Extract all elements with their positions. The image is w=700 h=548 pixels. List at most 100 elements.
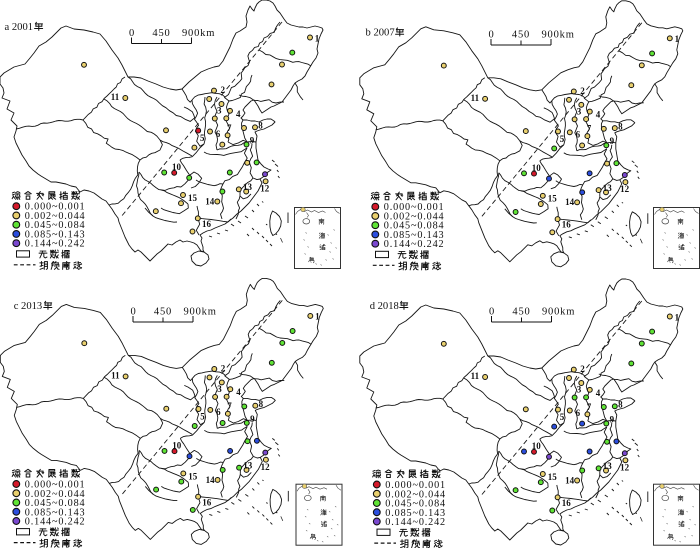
svg-text:450: 450	[154, 307, 172, 318]
svg-text:450: 450	[512, 30, 530, 41]
svg-text:15: 15	[548, 472, 558, 482]
svg-text:d 2018: d 2018	[370, 301, 399, 312]
svg-text:13: 13	[243, 460, 253, 470]
svg-text:8: 8	[618, 400, 623, 410]
svg-text:9: 9	[610, 414, 615, 424]
svg-text:0.000~0.001: 0.000~0.001	[385, 480, 446, 491]
svg-text:11: 11	[471, 371, 480, 381]
svg-text:5: 5	[200, 412, 205, 422]
svg-text:10: 10	[532, 441, 542, 451]
svg-text:0.144~0.242: 0.144~0.242	[25, 239, 86, 250]
svg-text:0.045~0.084: 0.045~0.084	[25, 220, 86, 231]
svg-text:900km: 900km	[184, 307, 217, 318]
svg-text:13: 13	[603, 183, 613, 193]
svg-text:12: 12	[620, 462, 630, 472]
svg-text:0.045~0.084: 0.045~0.084	[385, 499, 446, 510]
svg-text:0.085~0.143: 0.085~0.143	[384, 230, 445, 241]
svg-text:5: 5	[560, 134, 565, 144]
svg-text:15: 15	[188, 471, 198, 481]
svg-text:13: 13	[603, 461, 613, 471]
svg-text:2: 2	[221, 85, 226, 95]
svg-text:c 2013: c 2013	[14, 301, 43, 312]
svg-text:9: 9	[610, 136, 615, 146]
svg-text:0: 0	[129, 28, 134, 39]
svg-text:7: 7	[587, 402, 592, 412]
svg-text:0.085~0.143: 0.085~0.143	[385, 508, 446, 519]
svg-text:0.144~0.242: 0.144~0.242	[384, 239, 445, 250]
svg-text:16: 16	[562, 498, 572, 508]
svg-text:7: 7	[227, 123, 232, 133]
svg-text:3: 3	[217, 106, 222, 116]
svg-text:10: 10	[172, 162, 182, 172]
svg-text:4: 4	[236, 109, 241, 119]
svg-text:0: 0	[489, 30, 494, 41]
svg-text:1: 1	[315, 312, 320, 322]
svg-text:0: 0	[131, 307, 136, 318]
svg-text:10: 10	[532, 163, 542, 173]
svg-text:14: 14	[205, 196, 215, 206]
svg-text:6: 6	[216, 129, 221, 139]
svg-text:0.085~0.143: 0.085~0.143	[25, 507, 86, 518]
svg-text:16: 16	[562, 220, 572, 230]
svg-text:12: 12	[620, 184, 630, 194]
svg-text:15: 15	[188, 193, 198, 203]
svg-text:0.085~0.143: 0.085~0.143	[25, 229, 86, 240]
svg-text:12: 12	[260, 183, 270, 193]
svg-text:0.144~0.242: 0.144~0.242	[385, 517, 446, 528]
svg-text:0.000~0.001: 0.000~0.001	[25, 202, 86, 213]
svg-text:15: 15	[548, 194, 558, 204]
svg-text:0.045~0.084: 0.045~0.084	[384, 221, 445, 232]
svg-text:b 2007: b 2007	[366, 28, 395, 39]
svg-text:2: 2	[580, 86, 585, 96]
svg-text:14: 14	[565, 197, 575, 207]
svg-text:4: 4	[236, 387, 241, 397]
svg-text:900km: 900km	[182, 28, 215, 39]
svg-text:8: 8	[259, 399, 264, 409]
svg-text:11: 11	[471, 93, 480, 103]
svg-text:16: 16	[202, 497, 212, 507]
svg-text:0.002~0.044: 0.002~0.044	[385, 489, 446, 500]
svg-text:3: 3	[217, 384, 222, 394]
svg-text:5: 5	[200, 133, 205, 143]
svg-text:11: 11	[111, 370, 120, 380]
svg-text:0.045~0.084: 0.045~0.084	[25, 498, 86, 509]
svg-text:8: 8	[618, 121, 623, 131]
svg-text:3: 3	[577, 385, 582, 395]
svg-text:0.002~0.044: 0.002~0.044	[25, 211, 86, 222]
svg-text:11: 11	[111, 92, 120, 102]
svg-text:3: 3	[577, 106, 582, 116]
svg-text:0: 0	[489, 307, 494, 318]
svg-text:0.000~0.001: 0.000~0.001	[25, 480, 86, 491]
svg-text:14: 14	[565, 475, 575, 485]
svg-text:900km: 900km	[542, 30, 575, 41]
svg-text:450: 450	[512, 307, 530, 318]
svg-text:a 2001: a 2001	[5, 22, 34, 33]
svg-text:12: 12	[261, 462, 271, 472]
svg-text:7: 7	[587, 124, 592, 134]
svg-text:4: 4	[596, 388, 601, 398]
svg-text:0.002~0.044: 0.002~0.044	[384, 211, 445, 222]
svg-text:0.144~0.242: 0.144~0.242	[25, 517, 86, 528]
svg-text:900km: 900km	[542, 307, 575, 318]
svg-text:13: 13	[243, 182, 253, 192]
svg-text:7: 7	[227, 401, 232, 411]
svg-text:4: 4	[596, 110, 601, 120]
svg-text:6: 6	[576, 130, 581, 140]
svg-text:0.002~0.044: 0.002~0.044	[25, 489, 86, 500]
svg-text:16: 16	[202, 219, 212, 229]
svg-text:6: 6	[576, 408, 581, 418]
svg-text:450: 450	[152, 28, 170, 39]
svg-text:2: 2	[580, 364, 585, 374]
svg-text:1: 1	[675, 34, 680, 44]
svg-text:5: 5	[560, 412, 565, 422]
svg-text:10: 10	[172, 440, 182, 450]
svg-text:0.000~0.001: 0.000~0.001	[384, 202, 445, 213]
svg-text:8: 8	[258, 121, 263, 131]
svg-text:6: 6	[216, 407, 221, 417]
svg-text:14: 14	[206, 475, 216, 485]
svg-text:2: 2	[221, 363, 226, 373]
svg-text:9: 9	[250, 414, 255, 424]
svg-text:9: 9	[250, 135, 255, 145]
svg-text:1: 1	[315, 33, 320, 43]
svg-text:1: 1	[675, 312, 680, 322]
